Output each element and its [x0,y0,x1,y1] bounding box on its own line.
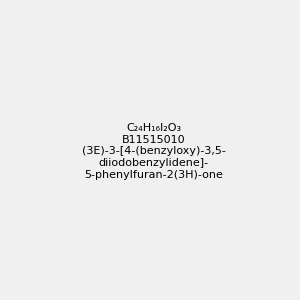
Text: C₂₄H₁₆I₂O₃
B11515010
(3E)-3-[4-(benzyloxy)-3,5-
diiodobenzylidene]-
5-phenylfura: C₂₄H₁₆I₂O₃ B11515010 (3E)-3-[4-(benzylox… [82,123,226,180]
